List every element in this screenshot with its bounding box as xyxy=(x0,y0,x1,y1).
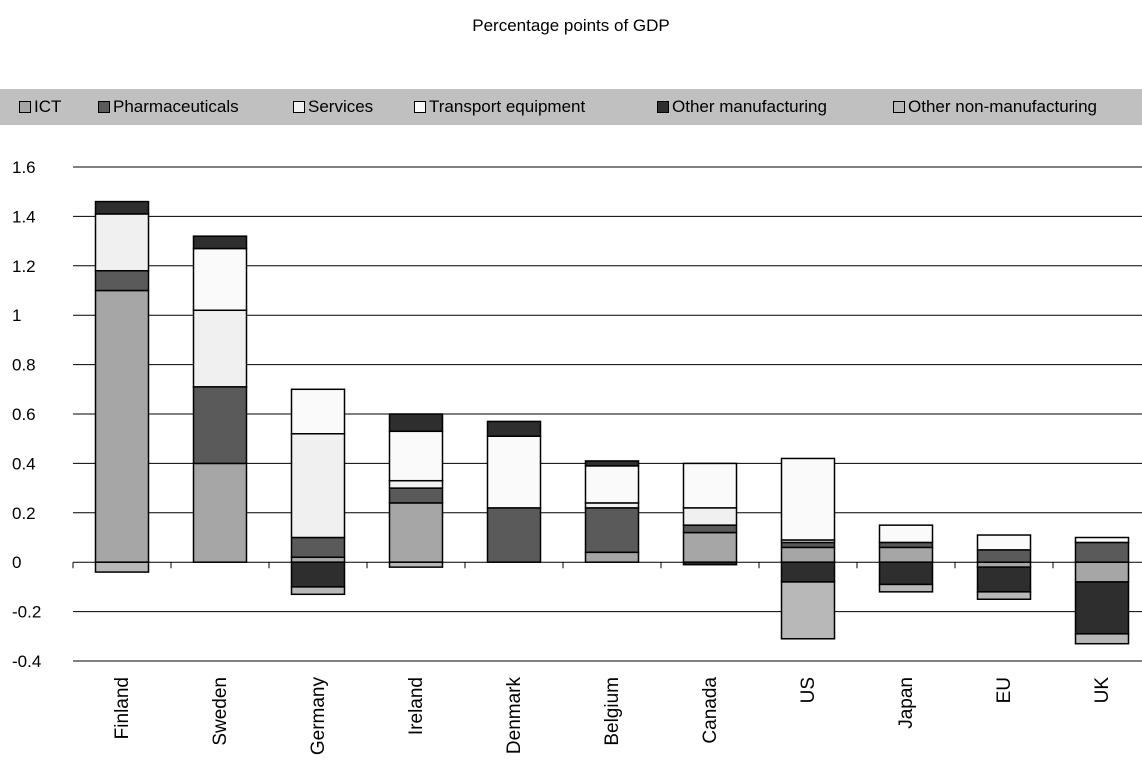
bar-germany-other-manufacturing xyxy=(290,561,346,588)
bar-canada-pharmaceuticals xyxy=(682,524,738,534)
bar-germany-services xyxy=(290,433,346,539)
bar-eu-transport-equipment xyxy=(976,534,1032,551)
bar-sweden-other-manufacturing xyxy=(192,235,248,250)
bar-ireland-other-manufacturing xyxy=(388,413,444,433)
legend-item-services: Services xyxy=(293,89,373,125)
bar-belgium-transport-equipment xyxy=(584,465,640,504)
y-tick-label: 1.2 xyxy=(12,257,36,276)
bar-uk-transport-equipment xyxy=(1074,536,1130,544)
x-tick-label: Ireland xyxy=(406,677,427,735)
bar-japan-ict xyxy=(878,546,934,563)
y-tick-label: -0.2 xyxy=(12,603,41,622)
bar-us-other-manufacturing xyxy=(780,561,836,583)
bar-eu-pharmaceuticals xyxy=(976,549,1032,563)
chart-title: Percentage points of GDP xyxy=(472,16,670,35)
stacked-bar-chart: 1.6 1.4 1.2 1 0.8 0.6 0.4 0.2 0 -0.2 -0.4 Finland Sw… xyxy=(12,158,1142,756)
y-tick-label: 1 xyxy=(12,306,21,325)
y-tick-label: 1.4 xyxy=(12,207,36,226)
legend-label: Pharmaceuticals xyxy=(113,97,239,116)
bar-japan-transport-equipment xyxy=(878,524,934,544)
bar-finland-other-manufacturing xyxy=(94,200,150,215)
legend-swatch xyxy=(414,101,426,113)
bar-finland-pharmaceuticals xyxy=(94,269,150,292)
legend-label: Other non-manufacturing xyxy=(908,97,1097,116)
legend-label: Services xyxy=(308,97,374,116)
x-tick-label: Denmark xyxy=(504,677,525,755)
bar-finland-other-non-manufacturing xyxy=(94,561,150,573)
x-tick-label: Belgium xyxy=(602,677,623,746)
bar-japan-other-non-manufacturing xyxy=(878,583,934,593)
bar-japan-other-manufacturing xyxy=(878,561,934,586)
bar-belgium-ict xyxy=(584,551,640,563)
bar-uk-pharmaceuticals xyxy=(1074,541,1130,563)
y-tick-label: 0 xyxy=(12,553,21,572)
x-tick-label: Germany xyxy=(308,677,329,756)
bar-canada-transport-equipment xyxy=(682,462,738,509)
bar-uk-other-manufacturing xyxy=(1074,581,1130,635)
bar-uk-ict xyxy=(1074,561,1130,583)
x-tick-label: EU xyxy=(994,677,1015,703)
bar-sweden-services xyxy=(192,309,248,388)
bar-ireland-services xyxy=(388,479,444,489)
bar-canada-services xyxy=(682,507,738,526)
bar-sweden-transport-equipment xyxy=(192,247,248,312)
bar-finland-services xyxy=(94,213,150,272)
x-tick-label: Canada xyxy=(700,677,721,744)
y-tick-label: 0.8 xyxy=(12,356,36,375)
y-tick-label: 0.4 xyxy=(12,454,36,473)
y-tick-label: 0.2 xyxy=(12,504,36,523)
legend-item-ict: ICT xyxy=(19,89,61,125)
bar-denmark-other-manufacturing xyxy=(486,420,542,437)
legend-item-pharmaceuticals: Pharmaceuticals xyxy=(98,89,239,125)
bar-germany-other-non-manufacturing xyxy=(290,586,346,596)
legend-item-transport-equipment: Transport equipment xyxy=(414,89,585,125)
legend-item-other-manufacturing: Other manufacturing xyxy=(657,89,827,125)
legend-label: ICT xyxy=(34,97,62,116)
bar-us-transport-equipment xyxy=(780,457,836,541)
bar-finland-ict xyxy=(94,289,150,563)
legend-item-other-non-manufacturing: Other non-manufacturing xyxy=(893,89,1097,125)
y-tick-label: 0.6 xyxy=(12,405,36,424)
legend-swatch xyxy=(893,101,905,113)
legend-label: Transport equipment xyxy=(429,97,586,116)
bar-eu-other-non-manufacturing xyxy=(976,591,1032,600)
bar-sweden-pharmaceuticals xyxy=(192,386,248,465)
bar-ireland-transport-equipment xyxy=(388,430,444,482)
legend: ICT Pharmaceuticals Services Transport equi… xyxy=(0,89,1142,125)
bar-ireland-pharmaceuticals xyxy=(388,487,444,504)
bar-ireland-other-non-manufacturing xyxy=(388,561,444,568)
bar-germany-transport-equipment xyxy=(290,388,346,435)
bar-belgium-pharmaceuticals xyxy=(584,507,640,554)
bar-denmark-pharmaceuticals xyxy=(486,507,542,563)
legend-label: Other manufacturing xyxy=(672,97,827,116)
bar-uk-other-non-manufacturing xyxy=(1074,633,1130,645)
bar-canada-ict xyxy=(682,531,738,563)
bar-us-other-non-manufacturing xyxy=(780,581,836,640)
bar-sweden-ict xyxy=(192,462,248,563)
x-tick-label: Sweden xyxy=(210,677,231,746)
legend-swatch xyxy=(293,101,305,113)
x-tick-label: Japan xyxy=(896,677,917,729)
bar-us-ict xyxy=(780,546,836,563)
bar-ireland-ict xyxy=(388,502,444,563)
bar-eu-other-manufacturing xyxy=(976,566,1032,593)
y-tick-label: -0.4 xyxy=(12,652,41,671)
x-tick-label: US xyxy=(798,677,819,703)
bar-belgium-other-manufacturing xyxy=(584,460,640,467)
legend-swatch xyxy=(98,101,110,113)
bar-denmark-transport-equipment xyxy=(486,435,542,509)
legend-swatch xyxy=(657,101,669,113)
x-tick-label: UK xyxy=(1092,677,1113,704)
bar-germany-pharmaceuticals xyxy=(290,536,346,559)
y-tick-label: 1.6 xyxy=(12,158,36,177)
legend-swatch xyxy=(19,101,31,113)
x-tick-label: Finland xyxy=(112,677,133,739)
